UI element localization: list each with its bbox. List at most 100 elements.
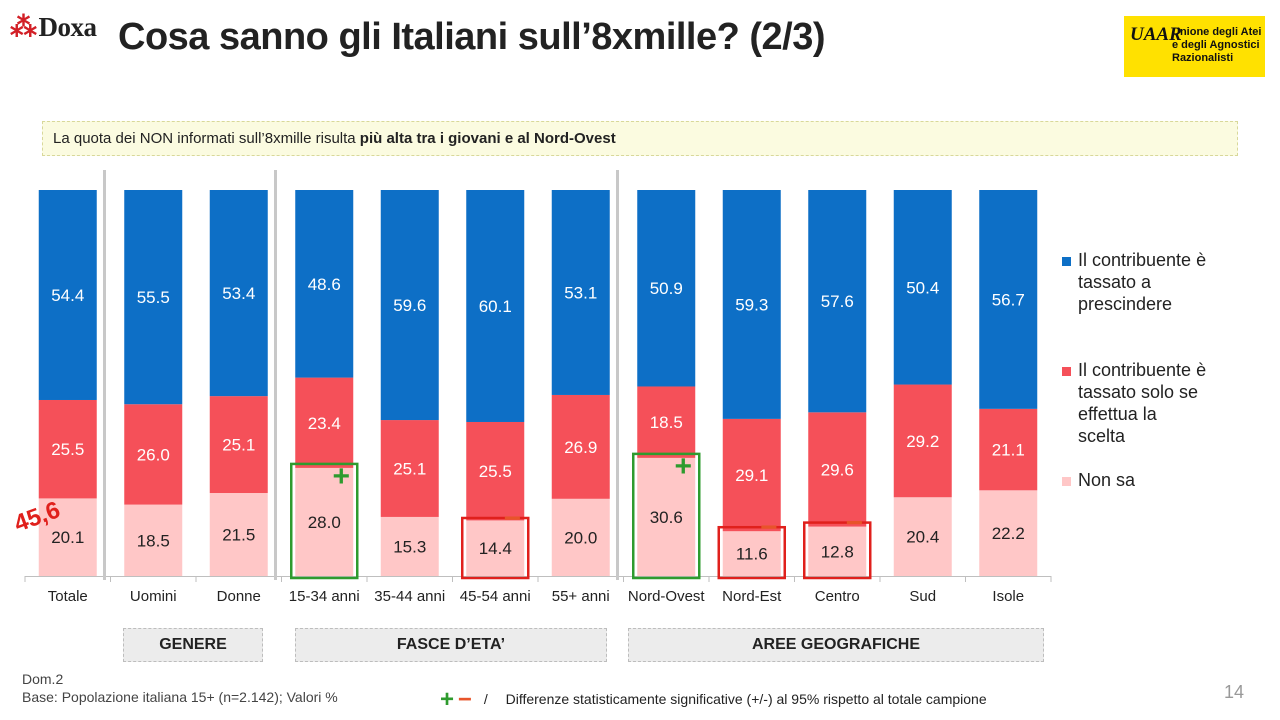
bar-nord-ovest-il-contribuente-tassato-a-prescindere: [637, 190, 696, 387]
bar-55-anni-non-sa: [551, 498, 610, 576]
key-finding-bold: più alta tra i giovani e al Nord-Ovest: [359, 130, 616, 147]
data-label: 59.6: [393, 296, 426, 315]
data-label: 18.5: [650, 413, 683, 432]
data-label: 53.4: [222, 284, 255, 303]
data-label: 59.3: [735, 295, 768, 314]
x-tick-label: Donne: [217, 588, 261, 605]
data-label: 26.0: [137, 445, 170, 464]
uaar-line-3: Razionalisti: [1172, 52, 1234, 64]
data-label: 22.2: [992, 524, 1025, 543]
key-finding-text: La quota dei NON informati sull’8xmille …: [53, 130, 360, 147]
bar-35-44-anni-il-contribuente-tassato-a-prescindere: [380, 190, 439, 421]
bar-donne-non-sa: [209, 493, 268, 576]
x-tick-label: 45-54 anni: [460, 588, 531, 605]
data-label: 15.3: [393, 537, 426, 556]
data-label: 29.1: [735, 466, 768, 485]
uaar-logo: UAAR Unione degli Atei e degli Agnostici…: [1124, 16, 1265, 77]
uaar-line-1: Unione degli Atei: [1172, 26, 1262, 38]
significance-plus-icon: +: [674, 450, 692, 483]
legend-label: tassato a: [1078, 272, 1152, 292]
bar-55-anni-il-contribuente-tassato-solo-se-effettua-la-scelta: [551, 394, 610, 499]
data-label: 29.2: [906, 432, 939, 451]
x-tick-label: Centro: [815, 588, 860, 605]
data-label: 12.8: [821, 542, 854, 561]
uaar-line-2: e degli Agnostici: [1172, 39, 1260, 51]
data-label: 30.6: [650, 508, 683, 527]
legend-label: scelta: [1078, 426, 1126, 446]
data-label: 28.0: [308, 513, 341, 532]
significance-box: [717, 525, 786, 580]
bar-45-54-anni-il-contribuente-tassato-solo-se-effettua-la-scelta: [466, 421, 525, 521]
uaar-monogram: UAAR: [1130, 24, 1182, 45]
data-label: 60.1: [479, 297, 512, 316]
x-tick-label: Totale: [48, 588, 88, 605]
sig-plus-icon: +: [440, 686, 455, 713]
data-label: 48.6: [308, 275, 341, 294]
significance-plus-icon: +: [332, 460, 350, 493]
bar-nord-est-non-sa: [722, 531, 781, 576]
group-label-fasce-eta: FASCE D’ETA’: [295, 628, 607, 662]
data-label: 25.1: [222, 436, 255, 455]
bar-15-34-anni-non-sa: [295, 467, 354, 576]
significance-minus-icon: −: [760, 511, 778, 544]
x-tick-label: 15-34 anni: [289, 588, 360, 605]
data-label: 18.5: [137, 531, 170, 550]
bar-45-54-anni-il-contribuente-tassato-a-prescindere: [466, 190, 525, 422]
doxa-mark-icon: ⁂: [10, 12, 37, 42]
data-label: 25.1: [393, 459, 426, 478]
data-label: 20.0: [564, 528, 597, 547]
bar-uomini-non-sa: [124, 504, 183, 576]
data-label: 23.4: [308, 414, 341, 433]
legend-label: Non sa: [1078, 470, 1136, 490]
bar-35-44-anni-non-sa: [380, 516, 439, 576]
legend-label: Il contribuente è: [1078, 360, 1206, 380]
data-label: 20.4: [906, 528, 939, 547]
group-label-genere: GENERE: [123, 628, 263, 662]
legend-swatch: [1062, 257, 1071, 266]
bar-isole-non-sa: [979, 490, 1038, 576]
page-number: 14: [1224, 682, 1245, 702]
x-tick-label: 55+ anni: [552, 588, 610, 605]
data-label: 54.4: [51, 286, 84, 305]
key-finding-box: La quota dei NON informati sull’8xmille …: [42, 121, 1238, 156]
significance-box: [632, 452, 701, 580]
legend-swatch: [1062, 367, 1071, 376]
bar-isole-il-contribuente-tassato-a-prescindere: [979, 190, 1038, 409]
data-label: 55.5: [137, 288, 170, 307]
x-tick-label: Isole: [992, 588, 1024, 605]
significance-minus-icon: −: [503, 502, 521, 535]
bar-nord-est-il-contribuente-tassato-a-prescindere: [722, 190, 781, 419]
bar-45-54-anni-non-sa: [466, 520, 525, 576]
bar-sud-non-sa: [893, 497, 952, 576]
significance-legend: + − / Differenze statisticamente signifi…: [440, 686, 987, 714]
bar-nord-est-il-contribuente-tassato-solo-se-effettua-la-scelta: [722, 418, 781, 532]
legend-label: prescindere: [1078, 294, 1172, 314]
bar-nord-ovest-non-sa: [637, 457, 696, 576]
question-reference: Dom.2: [22, 671, 64, 687]
bar-totale-non-sa: [38, 498, 97, 576]
bar-isole-il-contribuente-tassato-solo-se-effettua-la-scelta: [979, 408, 1038, 491]
doxa-logo-text: Doxa: [38, 12, 98, 42]
data-label: 25.5: [51, 440, 84, 459]
bar-nord-ovest-il-contribuente-tassato-solo-se-effettua-la-scelta: [637, 386, 696, 458]
bar-sud-il-contribuente-tassato-solo-se-effettua-la-scelta: [893, 384, 952, 498]
data-label: 21.5: [222, 526, 255, 545]
bar-totale-il-contribuente-tassato-a-prescindere: [38, 190, 97, 400]
significance-legend-text: Differenze statisticamente significative…: [505, 691, 987, 707]
sig-slash: /: [483, 691, 488, 707]
x-tick-label: 35-44 anni: [374, 588, 445, 605]
significance-box: [461, 516, 530, 580]
data-label: 50.9: [650, 279, 683, 298]
bar-centro-non-sa: [808, 526, 867, 576]
data-label: 53.1: [564, 283, 597, 302]
bar-centro-il-contribuente-tassato-solo-se-effettua-la-scelta: [808, 412, 867, 527]
doxa-logo: ⁂Doxa: [10, 12, 97, 43]
legend-label: effettua la: [1078, 404, 1158, 424]
bar-donne-il-contribuente-tassato-a-prescindere: [209, 190, 268, 397]
data-label: 20.1: [51, 528, 84, 547]
bar-sud-il-contribuente-tassato-a-prescindere: [893, 190, 952, 385]
data-label: 57.6: [821, 292, 854, 311]
bar-centro-il-contribuente-tassato-a-prescindere: [808, 190, 867, 413]
sig-minus-icon: −: [457, 686, 472, 713]
bar-uomini-il-contribuente-tassato-solo-se-effettua-la-scelta: [124, 404, 183, 505]
